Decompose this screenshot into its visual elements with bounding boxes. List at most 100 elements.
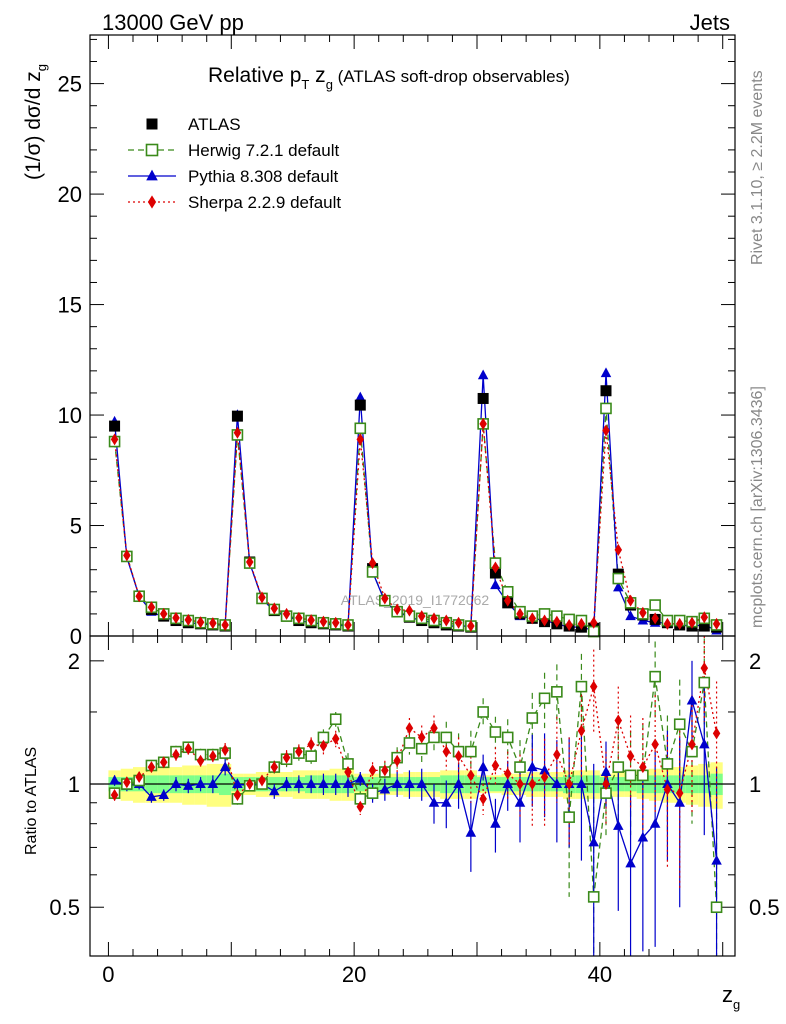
- ratio-point: [416, 778, 427, 789]
- data-point: [354, 422, 367, 435]
- xlabel-text: z: [722, 982, 733, 1007]
- data-point: [600, 385, 612, 397]
- ratio-point: [526, 712, 539, 724]
- legend-label: Pythia 8.308 default: [188, 167, 339, 186]
- ratio-point: [305, 778, 317, 789]
- data-point: [589, 616, 598, 629]
- ratio-point: [501, 731, 514, 744]
- upper-ylabel: (1/σ) dσ/d zg: [22, 64, 49, 180]
- ratio-point: [686, 694, 698, 705]
- data-point: [355, 391, 366, 402]
- ratio-point: [269, 785, 280, 796]
- ratio-point: [516, 778, 524, 791]
- data-point: [344, 618, 352, 631]
- ratio-point: [612, 761, 625, 773]
- title-sub: T: [301, 77, 309, 92]
- data-point: [614, 543, 623, 556]
- ratio-point: [403, 737, 416, 749]
- ratio-point: [147, 761, 156, 774]
- ratio-point: [319, 739, 328, 752]
- ratio-point: [712, 727, 721, 740]
- ratio-point: [675, 787, 684, 800]
- title-mid: z: [309, 64, 325, 87]
- data-point: [454, 616, 463, 629]
- ratio-point: [600, 766, 612, 777]
- ratio-point: [649, 670, 661, 683]
- ratio-point: [415, 742, 428, 755]
- ratio-point: [221, 744, 229, 757]
- legend-label: Herwig 7.2.1 default: [188, 141, 339, 160]
- ratio-point: [329, 713, 342, 726]
- title-rest: (ATLAS soft-drop observables): [333, 67, 570, 86]
- xtick-label: 40: [588, 962, 612, 987]
- ratio-point: [649, 817, 661, 828]
- data-point: [503, 594, 512, 607]
- data-point: [700, 611, 709, 624]
- ratio-point: [146, 791, 157, 801]
- ratio-point: [293, 778, 305, 789]
- ratio-point: [330, 778, 341, 789]
- data-point: [110, 433, 119, 446]
- ratio-point: [417, 731, 426, 744]
- data-point: [442, 614, 451, 627]
- ratio-point: [391, 778, 403, 789]
- ratio-point: [490, 817, 501, 828]
- ratio-point: [295, 745, 303, 758]
- ratio-point: [479, 792, 487, 805]
- ratio-point: [282, 751, 291, 764]
- ratio-ytick-label-right: 2: [749, 649, 761, 674]
- data-point: [231, 410, 243, 422]
- data-point: [430, 612, 438, 625]
- data-point: [712, 617, 721, 630]
- ratio-point: [195, 778, 206, 789]
- ratio-point: [698, 676, 711, 689]
- ratio-point: [245, 778, 254, 791]
- ratio-point: [577, 724, 586, 737]
- upper-ylabel-sub: g: [34, 64, 49, 71]
- ratio-point: [366, 787, 379, 799]
- ratio-point: [589, 680, 598, 693]
- data-point: [405, 604, 414, 617]
- ratio-point: [270, 761, 279, 774]
- ratio-point: [637, 831, 649, 842]
- ratio-point: [710, 901, 723, 914]
- legend-marker: [146, 118, 158, 130]
- ratio-point: [477, 761, 489, 772]
- ratio-point: [563, 811, 575, 823]
- ratio-ytick-label: 2: [68, 649, 80, 674]
- ratio-ytick-label-right: 1: [749, 772, 761, 797]
- ratio-point: [158, 789, 169, 800]
- ratio-point: [588, 836, 599, 847]
- ratio-point: [602, 778, 610, 791]
- data-point: [393, 603, 401, 616]
- data-point: [600, 367, 612, 378]
- ytick-label: 25: [58, 72, 82, 97]
- data-point: [331, 616, 340, 629]
- data-point: [417, 610, 426, 623]
- ratio-point: [527, 761, 538, 772]
- data-point: [123, 549, 131, 562]
- legend-marker: [147, 195, 157, 209]
- ratio-point: [342, 778, 354, 789]
- lower-ylabel: Ratio to ATLAS: [23, 747, 40, 855]
- data-point: [600, 402, 612, 415]
- ratio-point: [110, 789, 119, 802]
- ratio-point: [663, 783, 672, 796]
- ratio-panel: 0.5 0.51 12 20 20 40: [49, 635, 780, 987]
- data-point: [159, 607, 168, 620]
- ratio-point: [540, 771, 549, 784]
- ratio-point: [207, 778, 219, 789]
- ratio-point: [405, 722, 414, 735]
- ytick-label: 10: [58, 403, 82, 428]
- ratio-point: [379, 783, 391, 794]
- ratio-point: [576, 778, 587, 789]
- data-point: [221, 618, 229, 631]
- ratio-point: [575, 680, 588, 693]
- ratio-ytick-label: 1: [68, 772, 80, 797]
- header-right: Jets: [690, 10, 730, 35]
- ratio-point: [355, 773, 366, 783]
- ratio-point: [699, 738, 710, 749]
- data-point: [270, 602, 279, 615]
- ratio-point: [514, 761, 526, 773]
